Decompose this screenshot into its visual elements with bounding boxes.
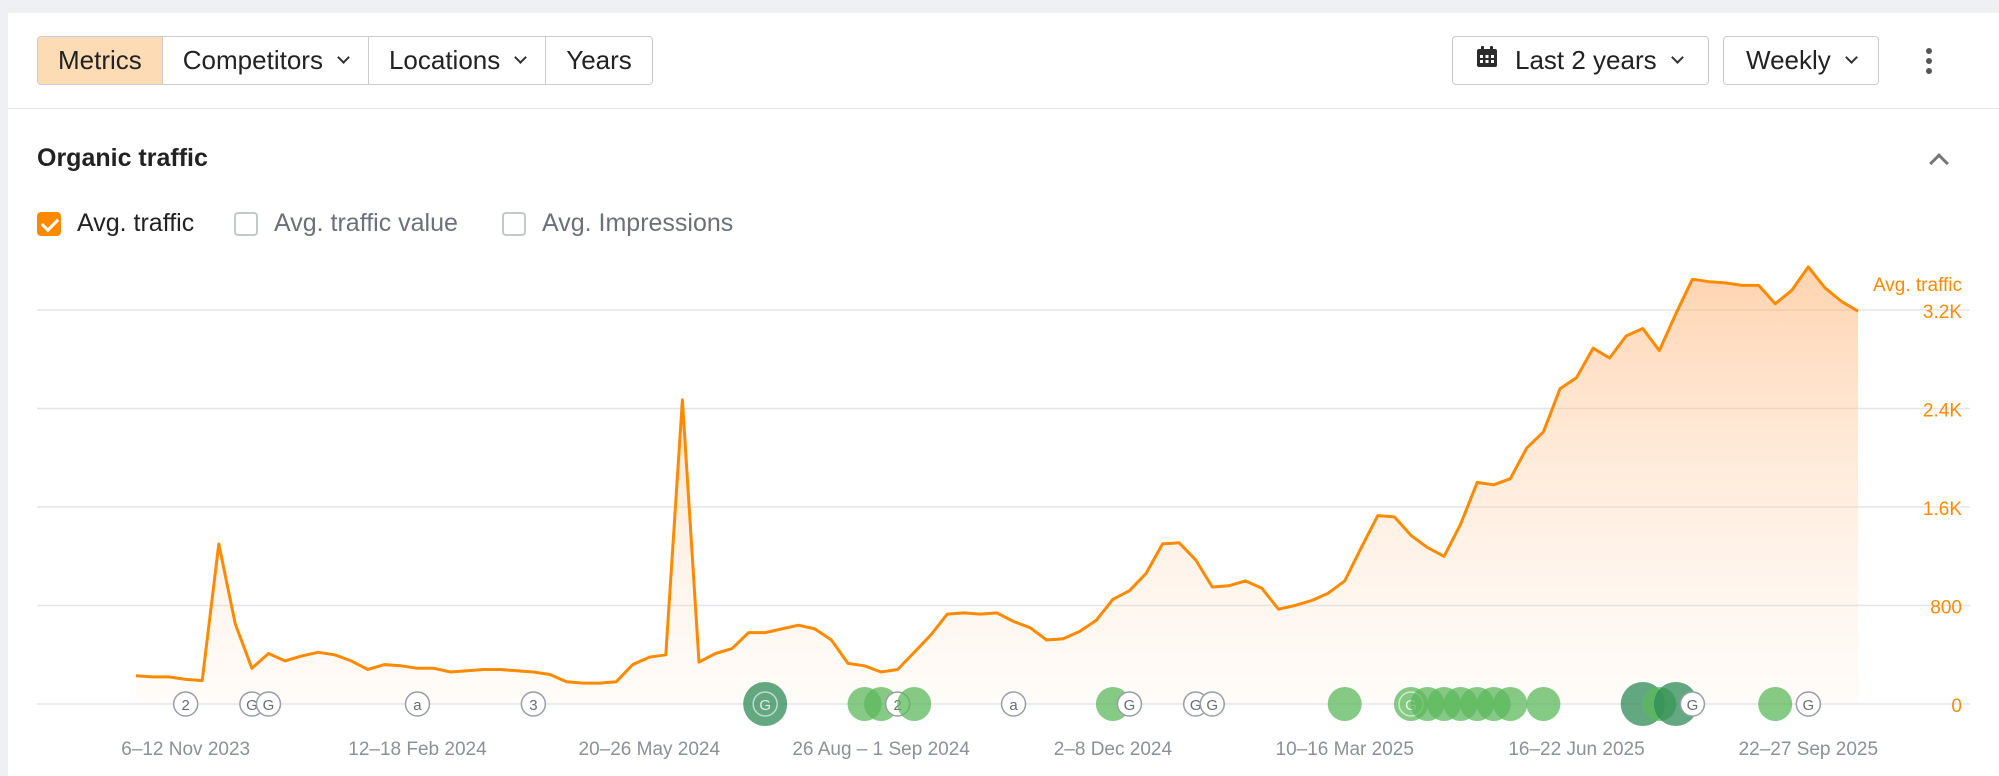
x-tick-label: 26 Aug – 1 Sep 2024 <box>792 739 970 760</box>
annotation-badge-label: G <box>1206 697 1218 714</box>
interval-dropdown[interactable]: Weekly <box>1723 36 1879 85</box>
annotation-badge-label: G <box>1190 697 1202 714</box>
annotation-badge <box>1679 691 1706 717</box>
y-tick-label: 3.2K <box>1923 302 1962 323</box>
tab-years[interactable]: Years <box>546 37 652 84</box>
date-range-dropdown[interactable]: Last 2 years <box>1452 36 1709 85</box>
metric-avg-traffic-checkbox[interactable]: Avg. traffic <box>37 209 194 238</box>
metric-label: Avg. Impressions <box>542 209 734 237</box>
traffic-area <box>136 266 1858 704</box>
x-tick-label: 2–8 Dec 2024 <box>1054 739 1173 760</box>
annotation-badge-label: G <box>1124 697 1136 714</box>
annotation-badge <box>1116 691 1143 717</box>
x-tick-label: 12–18 Feb 2024 <box>348 739 487 760</box>
tab-locations-label: Locations <box>388 45 501 75</box>
annotation-badge <box>1000 691 1027 717</box>
calendar-icon <box>1475 45 1499 76</box>
x-tick-label: 10–16 Mar 2025 <box>1276 739 1414 760</box>
y-tick-label: 1.6K <box>1923 499 1962 520</box>
update-marker <box>1493 687 1528 721</box>
section-title: Organic traffic <box>37 144 208 172</box>
tab-competitors-label: Competitors <box>182 45 323 75</box>
tab-metrics[interactable]: Metrics <box>38 37 163 84</box>
x-tick-label: 16–22 Jun 2025 <box>1508 739 1644 760</box>
annotation-badge-label: a <box>413 697 422 714</box>
update-marker <box>1758 687 1793 721</box>
annotation-badge-label: a <box>1009 697 1018 714</box>
y-tick-label: 2.4K <box>1923 401 1962 422</box>
traffic-panel: Metrics Competitors Locations Years Last… <box>8 13 1999 776</box>
annotation-badge-label: G <box>1802 697 1814 714</box>
update-marker-label: G <box>759 697 771 714</box>
metric-avg-impressions-checkbox[interactable]: Avg. Impressions <box>502 209 733 238</box>
x-tick-label: 6–12 Nov 2023 <box>121 739 250 760</box>
checkbox-checked-icon <box>37 211 61 236</box>
annotation-badge <box>255 691 282 717</box>
update-marker <box>743 682 788 726</box>
annotation-badge <box>172 691 199 717</box>
traffic-line <box>135 265 1859 685</box>
date-range-label: Last 2 years <box>1515 45 1657 75</box>
more-options-icon[interactable] <box>1919 46 1939 78</box>
annotation-badge-label: G <box>1687 697 1699 714</box>
tab-locations[interactable]: Locations <box>369 37 547 84</box>
update-marker <box>1327 687 1362 721</box>
checkbox-icon <box>234 211 258 236</box>
annotation-badge <box>404 691 431 717</box>
update-marker-ring <box>752 691 778 717</box>
annotation-badge-label: 3 <box>529 697 537 714</box>
metric-label: Avg. traffic value <box>274 209 458 237</box>
annotation-badge-label: G <box>246 697 258 714</box>
y-tick-label: 0 <box>1951 696 1962 717</box>
x-tick-label: 20–26 May 2024 <box>579 739 721 760</box>
tab-years-label: Years <box>566 45 632 75</box>
metric-label: Avg. traffic <box>77 209 195 237</box>
organic-traffic-chart: 0 800 1.6K 2.4K 3.2K Avg. traffic 6–12 Nov 202… <box>37 265 1970 760</box>
y-tick-label: 800 <box>1930 598 1962 619</box>
y-axis-label: Avg. traffic <box>1873 275 1962 296</box>
interval-label: Weekly <box>1746 45 1831 75</box>
update-marker <box>1526 687 1561 721</box>
x-tick-label: 22–27 Sep 2025 <box>1739 739 1878 760</box>
annotation-badge <box>520 691 547 717</box>
annotation-badge-label: 2 <box>182 697 190 714</box>
annotation-badge <box>1795 691 1822 717</box>
checkbox-icon <box>502 211 526 236</box>
annotation-badge <box>1199 691 1225 717</box>
metric-tab-group: Metrics Competitors Locations Years <box>37 36 653 85</box>
annotation-badge-label: G <box>263 697 275 714</box>
toolbar: Metrics Competitors Locations Years Last… <box>8 13 1999 109</box>
update-marker <box>897 687 932 721</box>
tab-metrics-label: Metrics <box>58 45 142 75</box>
tab-competitors[interactable]: Competitors <box>163 37 369 84</box>
metric-avg-traffic-value-checkbox[interactable]: Avg. traffic value <box>234 209 458 238</box>
